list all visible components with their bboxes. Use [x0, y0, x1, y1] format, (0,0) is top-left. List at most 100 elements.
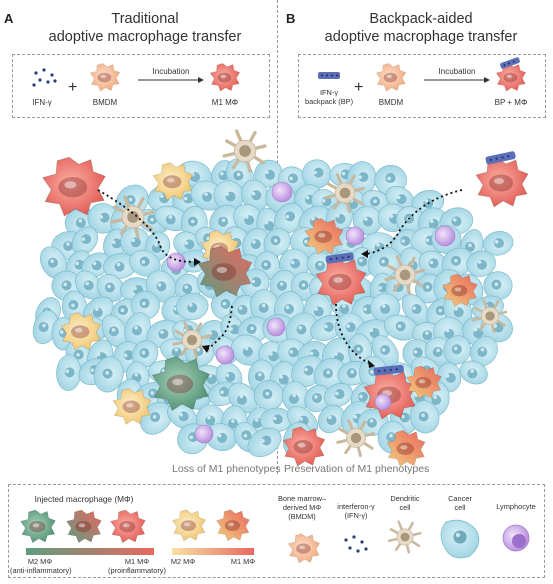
bmdm-icon-b — [375, 63, 407, 92]
legend-cancer-line1: Cancer — [448, 494, 472, 503]
legend-cancer-label: Cancer cell — [440, 494, 480, 512]
legend-bmdm-line1: Bone marrow– — [277, 494, 327, 503]
cancer-cell — [367, 246, 402, 280]
backpack-icon — [318, 72, 340, 79]
migration-paths — [97, 189, 463, 365]
legend-m1-name: M1 MΦ — [124, 557, 150, 566]
cancer-cell — [124, 312, 151, 347]
panel-b-title: Backpack-aided adoptive macrophage trans… — [296, 10, 546, 46]
cancer-cell — [285, 312, 318, 346]
bmdm-label: BMDM — [92, 98, 118, 107]
cancer-cell — [317, 404, 345, 434]
cancer-cell — [230, 334, 266, 366]
m1-macrophage-icon — [209, 63, 241, 92]
bmdm-label-b: BMDM — [378, 98, 404, 107]
legend-ifn-icon — [344, 535, 368, 553]
cancer-cell — [281, 381, 310, 413]
panel-a-title-line2: adoptive macrophage transfer — [48, 29, 242, 45]
legend-m1-label: M1 MΦ (proinflammatory) — [108, 557, 166, 575]
cancer-cell — [466, 250, 496, 277]
ifn-label: IFN-γ — [32, 98, 52, 107]
cancer-cell — [74, 270, 103, 300]
cancer-cell — [483, 271, 513, 301]
incubation-label-b: Incubation — [438, 67, 476, 76]
panel-b-title-line2: adoptive macrophage transfer — [324, 29, 518, 45]
legend-tam-m1-label: M1 MΦ — [230, 557, 256, 566]
cancer-cell — [129, 250, 161, 277]
cancer-cell — [401, 293, 430, 326]
cancer-cell — [130, 290, 160, 320]
legend-lymphocyte-label: Lymphocyte — [496, 502, 536, 511]
cancer-cell — [323, 382, 353, 408]
legend-dendritic-line1: Dendritic — [390, 494, 420, 503]
legend-tam-m2-label: M2 MΦ — [170, 557, 196, 566]
cancer-cell — [247, 427, 282, 458]
cancer-cell — [96, 273, 125, 302]
cancer-cell — [93, 356, 124, 393]
legend-lymphocyte-icon — [502, 524, 530, 552]
legend-injected-title: Injected macrophage (MΦ) — [34, 494, 134, 504]
cancer-cell — [352, 205, 383, 236]
cancer-cell — [103, 228, 128, 259]
cancer-cell — [274, 202, 304, 234]
cancer-cell — [120, 227, 150, 257]
panel-b-recipe-box — [298, 54, 546, 118]
cancer-cell — [56, 354, 82, 392]
legend-cancer-line2: cell — [454, 503, 466, 512]
cancer-cell — [233, 204, 264, 233]
arrow-icon — [198, 77, 204, 83]
cancer-cell — [71, 226, 98, 255]
legend-tam-gradient-bar — [172, 548, 254, 555]
cancer-cell — [254, 159, 283, 188]
cancer-cell — [302, 159, 332, 189]
plus-sign-b: + — [354, 79, 363, 96]
legend-dendritic-label: Dendritic cell — [384, 494, 426, 512]
panel-a-letter: A — [4, 11, 14, 26]
legend-ifn-label: interferon-γ (IFN-γ) — [330, 502, 382, 520]
legend-dendritic-line2: cell — [399, 503, 411, 512]
legend-bmdm-line3: (BMDM) — [288, 512, 316, 521]
legend-bmdm-label: Bone marrow– derived MΦ (BMDM) — [272, 494, 332, 521]
panel-b-letter: B — [286, 11, 296, 26]
cancer-cell — [242, 227, 269, 259]
cancer-cell — [154, 205, 190, 232]
cancer-cell — [482, 231, 514, 256]
bp-product-label: BP + MΦ — [494, 98, 528, 107]
cancer-cell — [304, 384, 331, 413]
m1-product-label: M1 MΦ — [211, 98, 239, 107]
cancer-cell — [101, 314, 129, 349]
lymphocytes — [166, 181, 456, 444]
bp-macrophage-icon — [495, 63, 527, 92]
injected-bp-macrophage — [475, 157, 529, 208]
backpack-label-line1: IFN-γ — [319, 88, 339, 97]
cancer-cell — [87, 203, 119, 234]
cancer-cell — [418, 250, 448, 278]
cancer-cell — [213, 180, 245, 211]
legend-m1-sub: (proinflammatory) — [108, 566, 166, 575]
cancer-cell — [39, 246, 68, 280]
legend-ifn-line1: interferon-γ — [337, 502, 375, 511]
cancer-cell — [310, 314, 345, 341]
incubation-label: Incubation — [152, 67, 190, 76]
cancer-cell — [370, 293, 401, 323]
panel-b-title-line1: Backpack-aided — [369, 11, 473, 27]
panel-a-title-line1: Traditional — [111, 11, 179, 27]
plus-sign-a: + — [68, 79, 77, 96]
cancer-cell — [263, 228, 291, 257]
arrow-icon-b — [484, 77, 490, 83]
backpack-label-line2: backpack (BP) — [304, 97, 354, 106]
legend-box — [8, 484, 545, 578]
backpack-on-cell-icon — [500, 57, 520, 69]
backpack-label: IFN-γ backpack (BP) — [302, 88, 356, 106]
cancer-cell — [205, 423, 237, 452]
cancer-cell — [409, 400, 440, 434]
legend-m2-sub: (anti-inflammatory) — [10, 566, 72, 575]
cancer-cell — [313, 357, 346, 390]
legend-injected-gradient-bar — [26, 548, 154, 555]
panel-b-caption: Preservation of M1 phenotypes — [284, 463, 430, 475]
legend-ifn-line2: (IFN-γ) — [344, 511, 368, 520]
cancer-cell — [241, 179, 269, 211]
legend-m2-label: M2 MΦ (anti-inflammatory) — [10, 557, 72, 575]
legend-m2-name: M2 MΦ — [27, 557, 53, 566]
